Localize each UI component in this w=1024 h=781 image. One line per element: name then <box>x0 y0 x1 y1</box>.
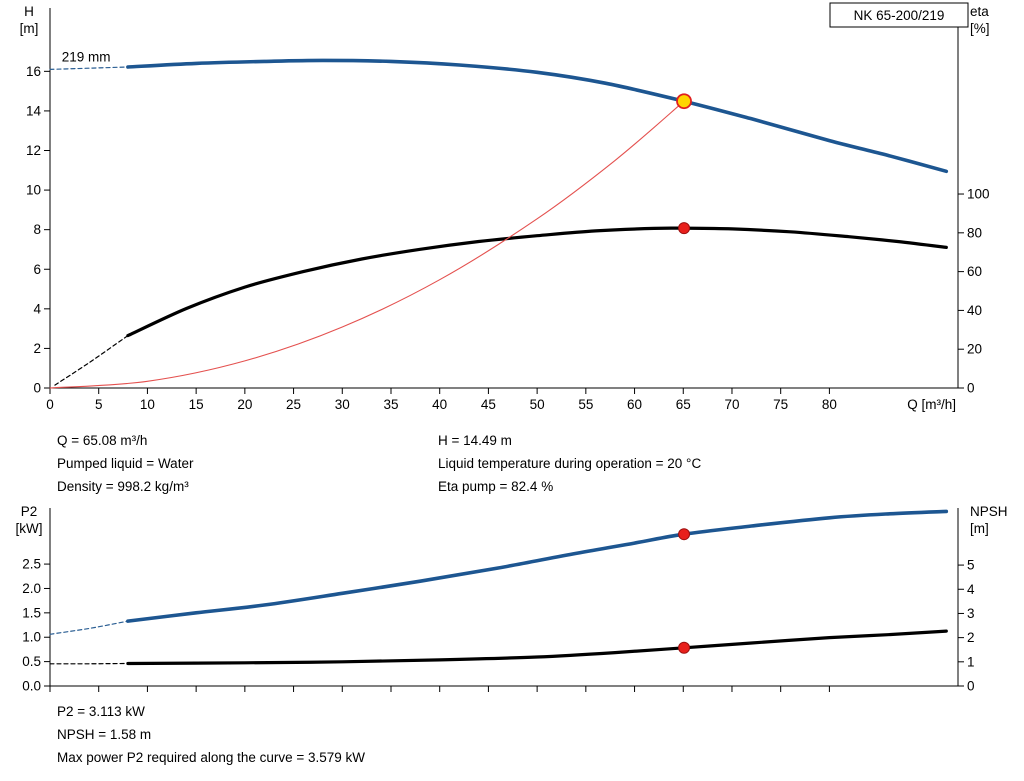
y-left-tick-label: 12 <box>26 143 41 158</box>
y-left-tick-label: 14 <box>26 103 42 118</box>
y-right-tick-label: 0 <box>967 679 975 694</box>
qh-efficiency-chart: 0 2 4 6 8 10 12 14 16 0 20 40 60 80 100 0 5 10 15 20 25 30 35 4… <box>20 2 990 412</box>
y-left-axis-title: P2 <box>21 504 38 519</box>
y-right-tick-label: 5 <box>967 558 975 573</box>
x-tick-label: 75 <box>773 397 788 412</box>
y-right-axis-title: [%] <box>970 21 990 36</box>
power-npsh-chart: 0.0 0.5 1.0 1.5 2.0 2.5 0 1 2 3 4 5 P2 [kW] NPSH [m] <box>16 504 1008 694</box>
y-left-tick-label: 0.0 <box>22 679 41 694</box>
x-tick-label: 65 <box>676 397 691 412</box>
x-tick-label: 10 <box>140 397 155 412</box>
head-value: H = 14.49 m <box>438 433 512 448</box>
y-left-tick-label: 2.5 <box>22 557 41 572</box>
y-right-tick-label: 60 <box>967 264 982 279</box>
y-left-tick-label: 1.5 <box>22 605 41 620</box>
eta-pump-value: Eta pump = 82.4 % <box>438 479 554 494</box>
duty-point-power <box>678 528 691 541</box>
max-power-note: Max power P2 required along the curve = … <box>57 750 366 765</box>
axis-frame <box>49 508 959 687</box>
x-tick-label: 30 <box>335 397 350 412</box>
y-right-tick-label: 20 <box>967 342 982 357</box>
power-curve-dashed <box>49 620 129 635</box>
npsh-value: NPSH = 1.58 m <box>57 727 152 742</box>
x-axis-label: Q [m³/h] <box>907 397 956 412</box>
y-left-tick-label: 2.0 <box>22 581 41 596</box>
head-curve <box>126 58 949 174</box>
x-tick-label: 45 <box>481 397 496 412</box>
y-left-tick-label: 6 <box>33 262 41 277</box>
pump-type-badge-box <box>829 2 969 28</box>
x-tick-label: 70 <box>724 397 739 412</box>
x-tick-label: 80 <box>822 397 837 412</box>
pump-type-badge: NK 65-200/219 <box>854 8 945 23</box>
duty-info-right-column: H = 14.49 m Liquid temperature during op… <box>438 429 701 498</box>
y-right-tick-label: 2 <box>967 630 975 645</box>
y-left-tick-label: 16 <box>26 64 41 79</box>
x-tick-label: 5 <box>95 397 103 412</box>
y-right-tick-label: 100 <box>967 187 990 202</box>
y-left-tick-label: 10 <box>26 183 41 198</box>
duty-point-npsh <box>678 641 691 654</box>
y-left-axis-title: H <box>24 4 34 19</box>
y-right-axis-title: [m] <box>970 521 989 536</box>
efficiency-curve-dashed <box>54 335 129 386</box>
y-right-tick-label: 1 <box>967 654 975 669</box>
y-right-tick-label: 40 <box>967 303 982 318</box>
p2-value: P2 = 3.113 kW <box>57 704 145 719</box>
duty-point-head <box>676 93 692 110</box>
y-left-axis-title: [kW] <box>16 521 43 536</box>
y-right-tick-label: 4 <box>967 582 975 597</box>
axis-frame <box>49 8 959 389</box>
x-tick-label: 15 <box>189 397 204 412</box>
result-info-block: P2 = 3.113 kW NPSH = 1.58 m Max power P2… <box>57 700 365 769</box>
y-right-axis-title: NPSH <box>970 504 1008 519</box>
impeller-diameter-label: 219 mm <box>62 49 111 64</box>
y-left-tick-label: 2 <box>33 341 41 356</box>
x-tick-label: 35 <box>383 397 398 412</box>
system-curve <box>49 100 685 389</box>
efficiency-curve <box>126 226 948 338</box>
duty-point-efficiency <box>678 222 691 235</box>
y-right-tick-label: 80 <box>967 225 982 240</box>
y-right-tick-label: 0 <box>967 381 975 396</box>
y-right-tick-label: 3 <box>967 606 975 621</box>
duty-info-left-column: Q = 65.08 m³/h Pumped liquid = Water Den… <box>57 429 193 498</box>
y-left-tick-label: 0 <box>33 381 41 396</box>
head-curve-dashed <box>49 66 129 70</box>
x-tick-label: 55 <box>578 397 593 412</box>
y-right-axis-title: eta <box>970 4 989 19</box>
x-tick-label: 60 <box>627 397 642 412</box>
x-tick-label: 50 <box>530 397 545 412</box>
y-left-tick-label: 0.5 <box>22 654 41 669</box>
x-tick-label: 0 <box>46 397 54 412</box>
y-left-axis-title: [m] <box>20 21 39 36</box>
power-curve <box>126 509 949 623</box>
x-tick-label: 25 <box>286 397 301 412</box>
y-left-tick-label: 8 <box>33 222 41 237</box>
pumped-liquid: Pumped liquid = Water <box>57 456 194 471</box>
flow-value: Q = 65.08 m³/h <box>57 433 148 448</box>
y-left-tick-label: 4 <box>33 301 41 316</box>
liquid-temperature: Liquid temperature during operation = 20… <box>438 456 702 471</box>
npsh-curve <box>126 629 948 666</box>
density-value: Density = 998.2 kg/m³ <box>57 479 189 494</box>
y-left-tick-label: 1.0 <box>22 630 41 645</box>
x-tick-label: 20 <box>237 397 252 412</box>
x-tick-label: 40 <box>432 397 447 412</box>
